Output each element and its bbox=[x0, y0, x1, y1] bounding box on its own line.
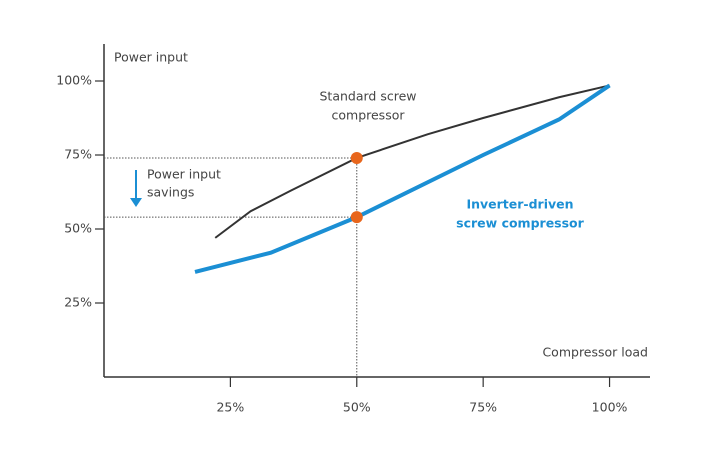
y-tick-label: 100% bbox=[56, 73, 92, 88]
annotation: Power input bbox=[147, 167, 221, 182]
series-label: Standard screw bbox=[319, 89, 416, 104]
series-line bbox=[214, 84, 610, 239]
x-tick-label: 100% bbox=[592, 400, 628, 415]
series-line bbox=[194, 83, 611, 274]
marker bbox=[350, 151, 363, 164]
x-tick-label: 50% bbox=[343, 400, 371, 415]
series-label: Inverter-driven bbox=[466, 197, 573, 212]
y-tick-label: 50% bbox=[64, 221, 92, 236]
x-axis-title: Compressor load bbox=[542, 345, 648, 360]
y-tick-label: 25% bbox=[64, 295, 92, 310]
y-axis-title: Power input bbox=[114, 50, 188, 65]
x-tick-label: 25% bbox=[216, 400, 244, 415]
savings-arrow-head bbox=[130, 198, 142, 207]
annotation: savings bbox=[147, 185, 194, 200]
series-label: screw compressor bbox=[456, 216, 584, 231]
series-label: compressor bbox=[332, 108, 406, 123]
x-tick-label: 75% bbox=[469, 400, 497, 415]
marker bbox=[350, 211, 363, 224]
y-tick-label: 75% bbox=[64, 147, 92, 162]
